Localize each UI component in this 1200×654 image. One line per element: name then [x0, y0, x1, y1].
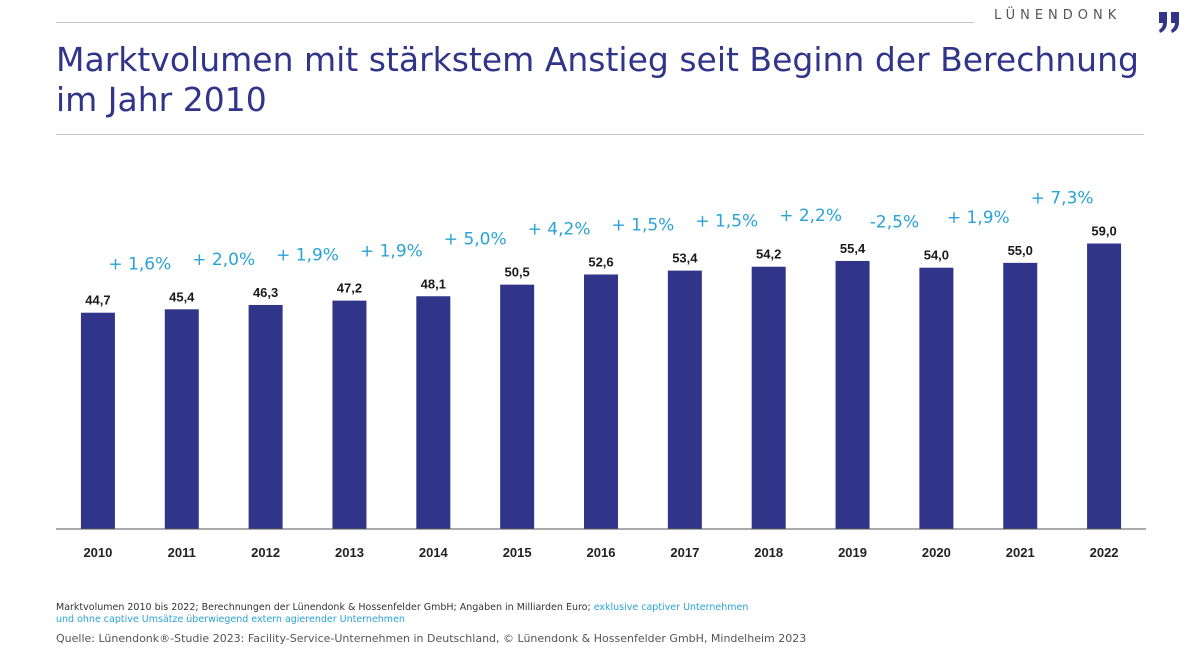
x-tick-2020: 2020 — [922, 545, 951, 560]
bar-2015 — [500, 284, 535, 529]
value-label-2022: 59,0 — [1091, 224, 1116, 239]
source-note: Quelle: Lünendonk®-Studie 2023: Facility… — [56, 632, 807, 645]
growth-label-2018: + 1,5% — [695, 212, 758, 232]
bar-2020 — [919, 267, 954, 529]
growth-label-2021: + 1,9% — [947, 208, 1010, 228]
bar-2016 — [584, 274, 618, 529]
value-label-2010: 44,7 — [85, 293, 110, 308]
footnote-text: Marktvolumen 2010 bis 2022; Berechnungen… — [56, 602, 594, 613]
bar-2013 — [332, 300, 367, 529]
growth-label-2016: + 4,2% — [528, 219, 591, 239]
bar-2017 — [667, 270, 702, 529]
header-rule — [56, 22, 974, 23]
x-tick-2012: 2012 — [251, 545, 280, 560]
x-tick-2014: 2014 — [419, 545, 449, 560]
bar-2022 — [1087, 243, 1122, 530]
page-title: Marktvolumen mit stärkstem Anstieg seit … — [56, 40, 1139, 119]
value-label-2018: 54,2 — [756, 247, 781, 262]
bar-2019 — [835, 260, 870, 529]
value-label-2017: 53,4 — [672, 251, 698, 266]
growth-label-2019: + 2,2% — [779, 206, 842, 226]
value-label-2013: 47,2 — [337, 281, 362, 296]
bar-2014 — [416, 296, 451, 529]
market-volume-chart: 44,7 2010 45,4 2011 + 1,6% 46,3 2012 + 2,0% 47,2… — [56, 189, 1146, 560]
x-tick-2022: 2022 — [1090, 545, 1119, 560]
x-tick-2021: 2021 — [1006, 545, 1035, 560]
growth-label-2020: -2,5% — [870, 213, 919, 233]
value-label-2015: 50,5 — [504, 265, 529, 280]
bar-2010 — [80, 312, 115, 529]
value-label-2014: 48,1 — [421, 276, 446, 291]
x-tick-2016: 2016 — [587, 545, 616, 560]
bar-2012 — [248, 304, 283, 529]
title-rule — [56, 134, 1144, 135]
value-label-2020: 54,0 — [924, 248, 949, 263]
brand-name: LÜNENDONK — [994, 8, 1122, 23]
value-label-2016: 52,6 — [588, 254, 613, 269]
x-tick-2011: 2011 — [168, 545, 196, 560]
footnote: Marktvolumen 2010 bis 2022; Berechnungen… — [56, 602, 748, 626]
growth-label-2022: + 7,3% — [1031, 189, 1094, 209]
value-label-2021: 55,0 — [1008, 243, 1033, 258]
bar-2018 — [751, 266, 786, 529]
growth-label-2011: + 1,6% — [108, 254, 171, 274]
quote-logo-icon — [1159, 12, 1179, 33]
growth-label-2014: + 1,9% — [360, 241, 423, 261]
bar-2011 — [164, 309, 199, 529]
x-tick-2017: 2017 — [670, 545, 699, 560]
growth-label-2017: + 1,5% — [612, 216, 675, 236]
value-label-2012: 46,3 — [253, 285, 278, 300]
growth-label-2013: + 1,9% — [276, 246, 339, 266]
x-tick-2010: 2010 — [83, 545, 112, 560]
bar-2021 — [1003, 262, 1038, 529]
x-tick-2013: 2013 — [335, 545, 364, 560]
x-tick-2018: 2018 — [754, 545, 783, 560]
footnote-highlight-2: und ohne captive Umsätze überwiegend ext… — [56, 614, 405, 625]
footnote-highlight-1: exklusive captiver Unternehmen — [593, 602, 749, 613]
value-label-2011: 45,4 — [169, 289, 195, 304]
growth-label-2012: + 2,0% — [192, 250, 255, 270]
value-label-2019: 55,4 — [840, 241, 866, 256]
x-tick-2015: 2015 — [503, 545, 532, 560]
growth-label-2015: + 5,0% — [444, 230, 507, 250]
x-tick-2019: 2019 — [838, 545, 867, 560]
